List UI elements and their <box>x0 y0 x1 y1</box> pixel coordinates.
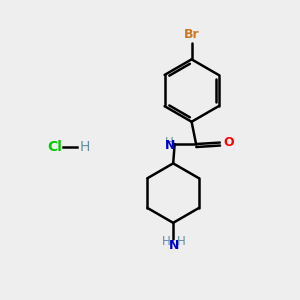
Text: N: N <box>165 139 176 152</box>
Text: H: H <box>80 140 90 154</box>
Text: N: N <box>169 238 179 252</box>
Text: Cl: Cl <box>47 140 62 154</box>
Text: H: H <box>164 136 173 149</box>
Text: H: H <box>176 235 185 248</box>
Text: H: H <box>162 235 171 248</box>
Text: Br: Br <box>184 28 200 40</box>
Text: O: O <box>224 136 234 149</box>
